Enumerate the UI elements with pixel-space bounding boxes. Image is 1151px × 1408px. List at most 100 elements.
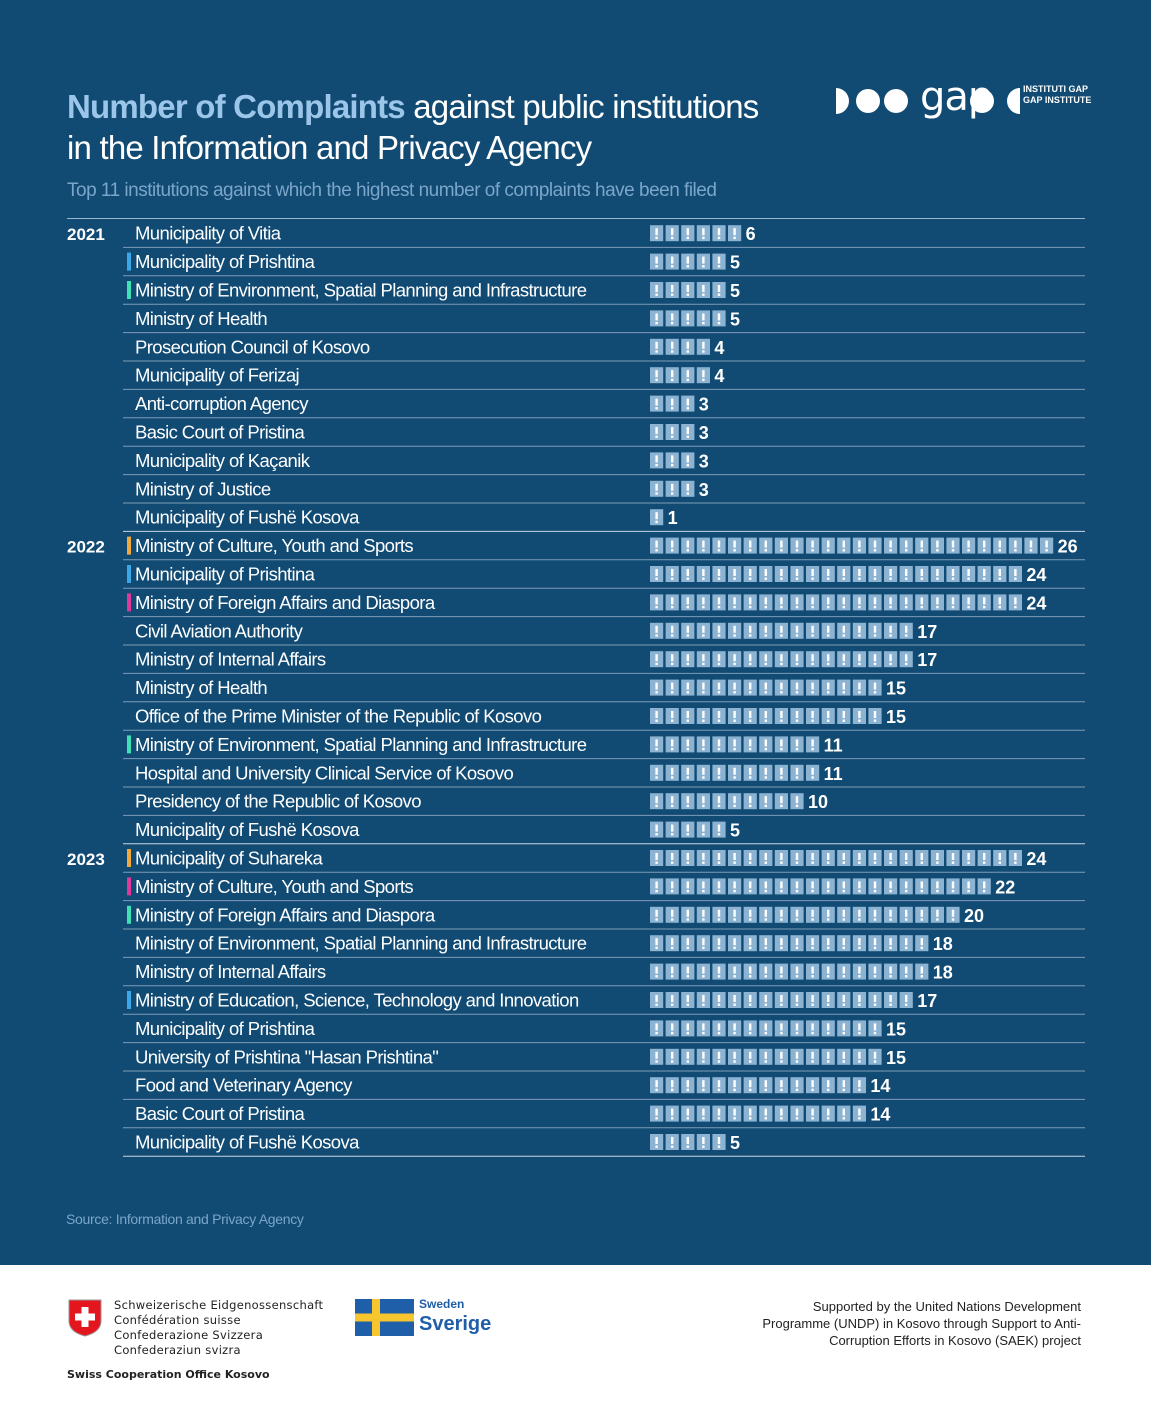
exclamation-bar bbox=[733, 1108, 736, 1116]
exclamation-dot bbox=[842, 889, 845, 893]
institution-label: Ministry of Culture, Youth and Sports bbox=[135, 535, 413, 556]
exclamation-dot bbox=[655, 719, 658, 722]
exclamation-dot bbox=[951, 605, 955, 609]
exclamation-dot bbox=[889, 918, 892, 921]
exclamation-bar bbox=[764, 796, 767, 804]
value-label: 20 bbox=[964, 906, 984, 926]
exclamation-bar bbox=[686, 881, 689, 889]
exclamation-bar bbox=[655, 739, 658, 747]
exclamation-bar bbox=[889, 540, 892, 548]
exclamation-bar bbox=[671, 313, 674, 321]
exclamation-dot bbox=[811, 549, 814, 552]
exclamation-bar bbox=[764, 1080, 767, 1088]
institution-label: Municipality of Vitia bbox=[135, 223, 282, 244]
exclamation-bar bbox=[827, 654, 830, 662]
exclamation-bar bbox=[983, 569, 986, 576]
exclamation-dot bbox=[811, 691, 814, 694]
exclamation-dot bbox=[858, 946, 861, 950]
exclamation-bar bbox=[749, 909, 752, 917]
swiss-line-4: Confederaziun svizra bbox=[114, 1343, 241, 1357]
exclamation-bar bbox=[858, 909, 861, 917]
exclamation-bar bbox=[967, 881, 970, 889]
exclamation-bar bbox=[827, 625, 830, 633]
exclamation-dot bbox=[686, 889, 689, 893]
exclamation-bar bbox=[795, 1080, 799, 1088]
exclamation-bar bbox=[702, 370, 705, 378]
exclamation-bar bbox=[764, 881, 767, 889]
exclamation-dot bbox=[702, 293, 705, 296]
exclamation-dot bbox=[717, 804, 721, 808]
exclamation-bar bbox=[749, 881, 752, 889]
exclamation-dot bbox=[983, 605, 986, 609]
exclamation-dot bbox=[764, 918, 767, 921]
exclamation-bar bbox=[858, 711, 861, 718]
institution-label: Municipality of Ferizaj bbox=[135, 365, 299, 386]
exclamation-bar bbox=[686, 853, 689, 860]
exclamation-dot bbox=[967, 577, 970, 580]
exclamation-dot bbox=[842, 1060, 845, 1063]
exclamation-dot bbox=[983, 549, 986, 552]
undp-support-text: Supported by the United Nations Developm… bbox=[762, 1299, 1081, 1348]
exclamation-bar bbox=[686, 597, 689, 605]
exclamation-bar bbox=[795, 1023, 799, 1031]
value-label: 14 bbox=[870, 1105, 890, 1125]
value-label: 3 bbox=[699, 423, 709, 443]
exclamation-bar bbox=[671, 625, 674, 633]
exclamation-dot bbox=[936, 577, 939, 580]
exclamation-dot bbox=[749, 889, 752, 893]
exclamation-dot bbox=[686, 747, 689, 751]
exclamation-dot bbox=[671, 1003, 674, 1006]
exclamation-dot bbox=[686, 549, 689, 552]
exclamation-dot bbox=[827, 1117, 830, 1120]
exclamation-bar bbox=[717, 569, 721, 576]
exclamation-bar bbox=[858, 853, 861, 860]
exclamation-bar bbox=[655, 767, 658, 775]
exclamation-dot bbox=[780, 634, 783, 637]
exclamation-bar bbox=[686, 370, 689, 378]
exclamation-dot bbox=[827, 1088, 830, 1092]
exclamation-dot bbox=[733, 662, 736, 666]
institution-label: Ministry of Internal Affairs bbox=[135, 649, 326, 670]
exclamation-bar bbox=[780, 540, 783, 548]
exclamation-dot bbox=[983, 577, 986, 580]
exclamation-dot bbox=[842, 662, 845, 666]
exclamation-dot bbox=[655, 691, 658, 694]
exclamation-dot bbox=[702, 691, 705, 694]
exclamation-dot bbox=[780, 719, 783, 722]
value-label: 4 bbox=[714, 366, 724, 386]
sweden-logo-text: Sweden Sverige bbox=[419, 1297, 491, 1336]
exclamation-dot bbox=[686, 1117, 689, 1120]
exclamation-bar bbox=[733, 938, 736, 946]
exclamation-bar bbox=[858, 569, 861, 576]
exclamation-dot bbox=[827, 861, 830, 864]
exclamation-dot bbox=[655, 1060, 658, 1063]
exclamation-dot bbox=[905, 634, 908, 637]
exclamation-dot bbox=[717, 1145, 721, 1148]
swiss-office-label: Swiss Cooperation Office Kosovo bbox=[67, 1368, 270, 1381]
exclamation-dot bbox=[671, 804, 674, 808]
highlight-marker bbox=[127, 593, 131, 612]
exclamation-bar bbox=[905, 597, 908, 605]
complaints-table-chart: 2021 Municipality of Vitia 6 Municipality o… bbox=[67, 223, 1085, 1157]
exclamation-dot bbox=[702, 350, 705, 353]
exclamation-dot bbox=[655, 747, 658, 751]
exclamation-dot bbox=[702, 662, 705, 666]
exclamation-dot bbox=[655, 946, 658, 950]
exclamation-dot bbox=[702, 889, 705, 893]
exclamation-dot bbox=[983, 861, 986, 864]
exclamation-bar bbox=[811, 569, 814, 576]
exclamation-dot bbox=[717, 1117, 721, 1120]
exclamation-bar bbox=[702, 228, 705, 236]
exclamation-bar bbox=[889, 853, 892, 860]
exclamation-dot bbox=[795, 662, 799, 666]
exclamation-bar bbox=[764, 995, 767, 1002]
exclamation-bar bbox=[951, 540, 955, 548]
exclamation-dot bbox=[733, 747, 736, 751]
exclamation-bar bbox=[983, 881, 986, 889]
exclamation-bar bbox=[749, 540, 752, 548]
exclamation-dot bbox=[671, 605, 674, 609]
exclamation-bar bbox=[905, 995, 908, 1002]
exclamation-dot bbox=[702, 1145, 705, 1148]
exclamation-dot bbox=[749, 605, 752, 609]
exclamation-dot bbox=[842, 605, 845, 609]
